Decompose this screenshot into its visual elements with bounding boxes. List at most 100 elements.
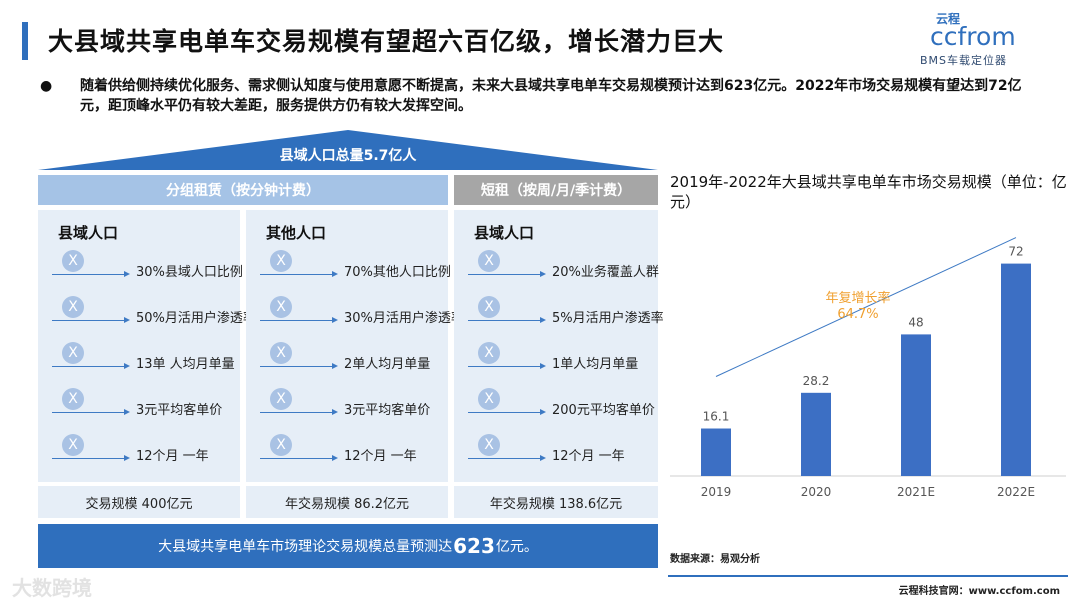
multiply-icon: X [62,296,84,318]
factor-label: 2单人均月单量 [344,357,431,372]
bar [1001,263,1031,476]
arrow-icon [468,363,546,369]
logo-en-text: ccfrom [930,22,1016,51]
column-panel: 县域人口 X 20%业务覆盖人群 X 5%月活用户渗透率 X 1单人均月单量 X 200元平均客… [454,210,664,482]
factor-label: 5%月活用户渗透率 [552,311,664,326]
factor-row: X 50%月活用户渗透率 [38,296,256,336]
watermark: 大数跨境 [12,576,92,600]
growth-annotation: 64.7% [837,307,878,322]
column-total: 年交易规模 138.6亿元 [454,486,658,518]
arrow-icon [52,409,130,415]
factor-row: X 200元平均客单价 [454,388,658,428]
factor-label: 20%业务覆盖人群 [552,265,659,280]
multiply-icon: X [478,434,500,456]
factor-row: X 5%月活用户渗透率 [454,296,664,336]
column-title: 县域人口 [58,224,119,242]
intro-paragraph: ● 随着供给侧持续优化服务、需求侧认知度与使用意愿不断提高，未来大县域共享电单车… [40,76,1040,116]
roof-label: 县域人口总量5.7亿人 [279,148,417,164]
arrow-icon [260,455,338,461]
footer-website: 云程科技官网：www.ccfom.com [898,586,1060,597]
trend-line [715,237,1017,377]
arrow-icon [468,455,546,461]
x-tick-label: 2021E [897,485,935,499]
multiply-icon: X [62,250,84,272]
factor-label: 70%其他人口比例 [344,265,451,280]
column-title: 其他人口 [266,224,327,242]
intro-text: 随着供给侧持续优化服务、需求侧认知度与使用意愿不断提高，未来大县域共享电单车交易… [80,78,1022,114]
arrow-icon [468,317,546,323]
multiply-icon: X [62,434,84,456]
column-panel: 县域人口 X 30%县域人口比例 X 50%月活用户渗透率 X 13单 人均月单量 X 3元平均… [38,210,256,482]
factor-row: X 3元平均客单价 [246,388,448,428]
arrow-icon [468,409,546,415]
factor-label: 200元平均客单价 [552,403,655,418]
factor-row: X 12个月 一年 [454,434,658,474]
arrow-icon [260,317,338,323]
logo-cn-text: 云程 [936,12,961,26]
arrow-icon [52,455,130,461]
arrow-icon [52,317,130,323]
multiply-icon: X [478,342,500,364]
column-title: 县域人口 [474,224,535,242]
bar [701,428,731,476]
column-total: 年交易规模 86.2亿元 [246,486,448,518]
title-accent-bar [22,22,28,60]
multiply-icon: X [478,250,500,272]
short-rental-header: 短租（按周/月/季计费） [454,175,658,205]
x-tick-label: 2019 [701,485,732,499]
factor-row: X 70%其他人口比例 [246,250,451,290]
summary-suffix: 亿元。 [495,539,538,555]
factor-label: 12个月 一年 [136,449,209,464]
factor-row: X 2单人均月单量 [246,342,448,382]
x-tick-label: 2022E [997,485,1035,499]
logo-subtitle: BMS车载定位器 [920,54,1008,67]
bar-value-label: 48 [908,315,923,329]
data-source: 数据来源：易观分析 [670,554,760,565]
factor-label: 30%县域人口比例 [136,265,243,280]
factor-row: X 13单 人均月单量 [38,342,240,382]
factor-row: X 12个月 一年 [38,434,240,474]
factor-row: X 1单人均月单量 [454,342,658,382]
arrow-icon [260,271,338,277]
factor-row: X 30%县域人口比例 [38,250,243,290]
chart-title: 2019年-2022年大县域共享电单车市场交易规模（单位：亿元） [670,173,1067,211]
roof-shape [38,130,658,170]
summary-value: 623 [453,534,495,558]
bar-value-label: 16.1 [703,410,730,424]
multiply-icon: X [270,342,292,364]
multiply-icon: X [478,296,500,318]
multiply-icon: X [62,342,84,364]
footer-divider [668,575,1068,577]
total-summary-bar: 大县域共享电单车市场理论交易规模总量预测达 623 亿元。 [38,524,658,568]
bar-value-label: 72 [1008,245,1023,259]
arrow-icon [468,271,546,277]
factor-row: X 12个月 一年 [246,434,448,474]
bullet-icon: ● [40,78,53,94]
factor-label: 13单 人均月单量 [136,357,235,372]
bar-value-label: 28.2 [803,374,830,388]
arrow-icon [260,363,338,369]
factor-label: 50%月活用户渗透率 [136,311,256,326]
factor-label: 3元平均客单价 [344,403,431,418]
page-title: 大县域共享电单车交易规模有望超六百亿级，增长潜力巨大 [48,27,725,56]
column-panel: 其他人口 X 70%其他人口比例 X 30%月活用户渗透率 X 2单人均月单量 X 3元平均客单… [246,210,464,482]
arrow-icon [52,271,130,277]
bar [901,334,931,476]
factor-label: 12个月 一年 [552,449,625,464]
arrow-icon [52,363,130,369]
factor-row: X 30%月活用户渗透率 [246,296,464,336]
factor-label: 30%月活用户渗透率 [344,311,464,326]
arrow-icon [260,409,338,415]
multiply-icon: X [270,388,292,410]
bar [801,392,831,476]
factor-label: 12个月 一年 [344,449,417,464]
column-total: 交易规模 400亿元 [38,486,240,518]
factor-label: 1单人均月单量 [552,357,639,372]
multiply-icon: X [478,388,500,410]
factor-row: X 3元平均客单价 [38,388,240,428]
factor-label: 3元平均客单价 [136,403,223,418]
multiply-icon: X [62,388,84,410]
multiply-icon: X [270,296,292,318]
summary-prefix: 大县域共享电单车市场理论交易规模总量预测达 [158,539,453,555]
